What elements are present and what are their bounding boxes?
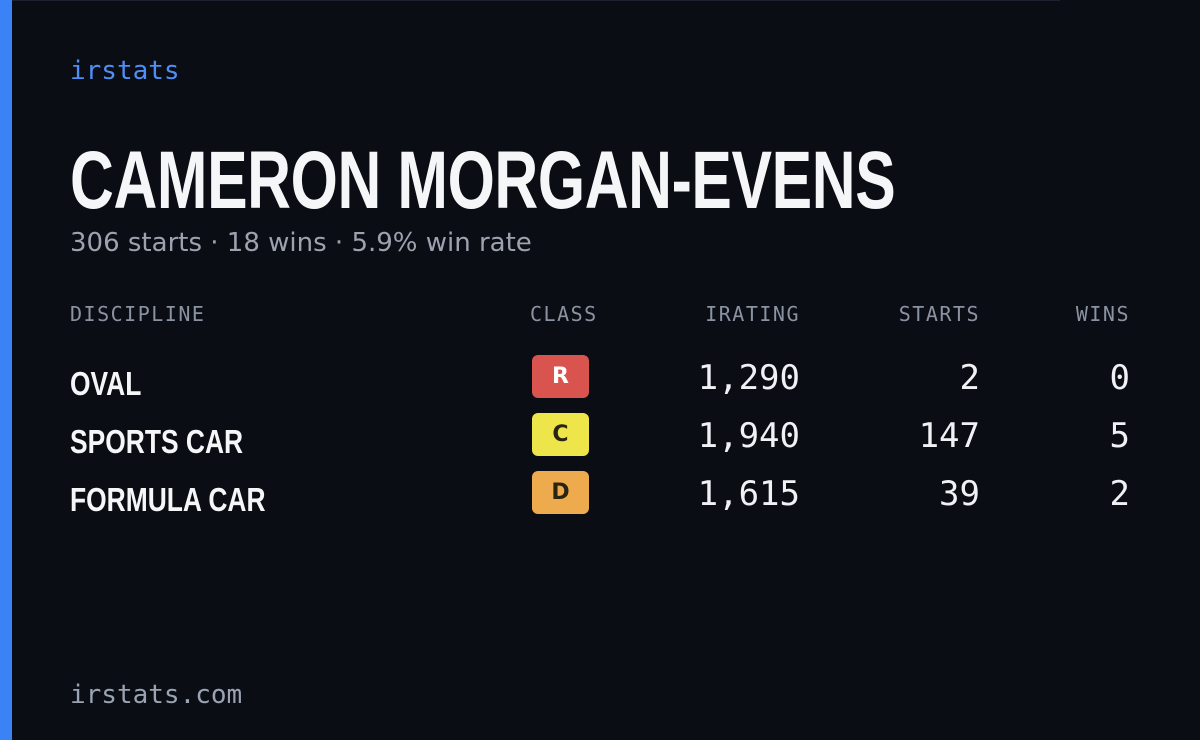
wins: 2 xyxy=(1109,474,1130,514)
starts: 147 xyxy=(918,416,980,456)
discipline: SPORTS CAR xyxy=(70,423,244,460)
class-badge: C xyxy=(532,413,589,456)
class-badge: D xyxy=(532,471,589,514)
player-name: CAMERON MORGAN-EVENS xyxy=(70,135,896,226)
footer-link: irstats.com xyxy=(70,680,243,710)
summary: 306 starts · 18 wins · 5.9% win rate xyxy=(70,228,532,258)
class-badge: R xyxy=(532,355,589,398)
wins: 0 xyxy=(1109,358,1130,398)
column-header: DISCIPLINE xyxy=(70,302,206,326)
column-header: WINS xyxy=(1075,302,1130,326)
discipline: OVAL xyxy=(70,365,142,402)
column-header: IRATING xyxy=(705,302,800,326)
brand: irstats xyxy=(70,56,180,86)
irating: 1,615 xyxy=(697,474,800,514)
divider xyxy=(0,0,1060,1)
accent-bar xyxy=(0,0,12,740)
irating: 1,940 xyxy=(697,416,800,456)
column-header: CLASS xyxy=(530,302,598,326)
starts: 2 xyxy=(959,358,980,398)
column-header: STARTS xyxy=(898,302,980,326)
wins: 5 xyxy=(1109,416,1130,456)
discipline: FORMULA CAR xyxy=(70,481,266,518)
starts: 39 xyxy=(939,474,980,514)
irating: 1,290 xyxy=(697,358,800,398)
